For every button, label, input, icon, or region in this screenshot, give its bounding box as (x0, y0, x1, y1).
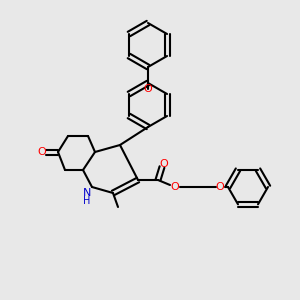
Text: O: O (38, 147, 46, 157)
Text: N: N (83, 188, 91, 198)
Text: O: O (160, 159, 168, 169)
Text: O: O (216, 182, 224, 192)
Text: O: O (144, 84, 152, 94)
Text: O: O (171, 182, 179, 192)
Text: H: H (83, 196, 91, 206)
